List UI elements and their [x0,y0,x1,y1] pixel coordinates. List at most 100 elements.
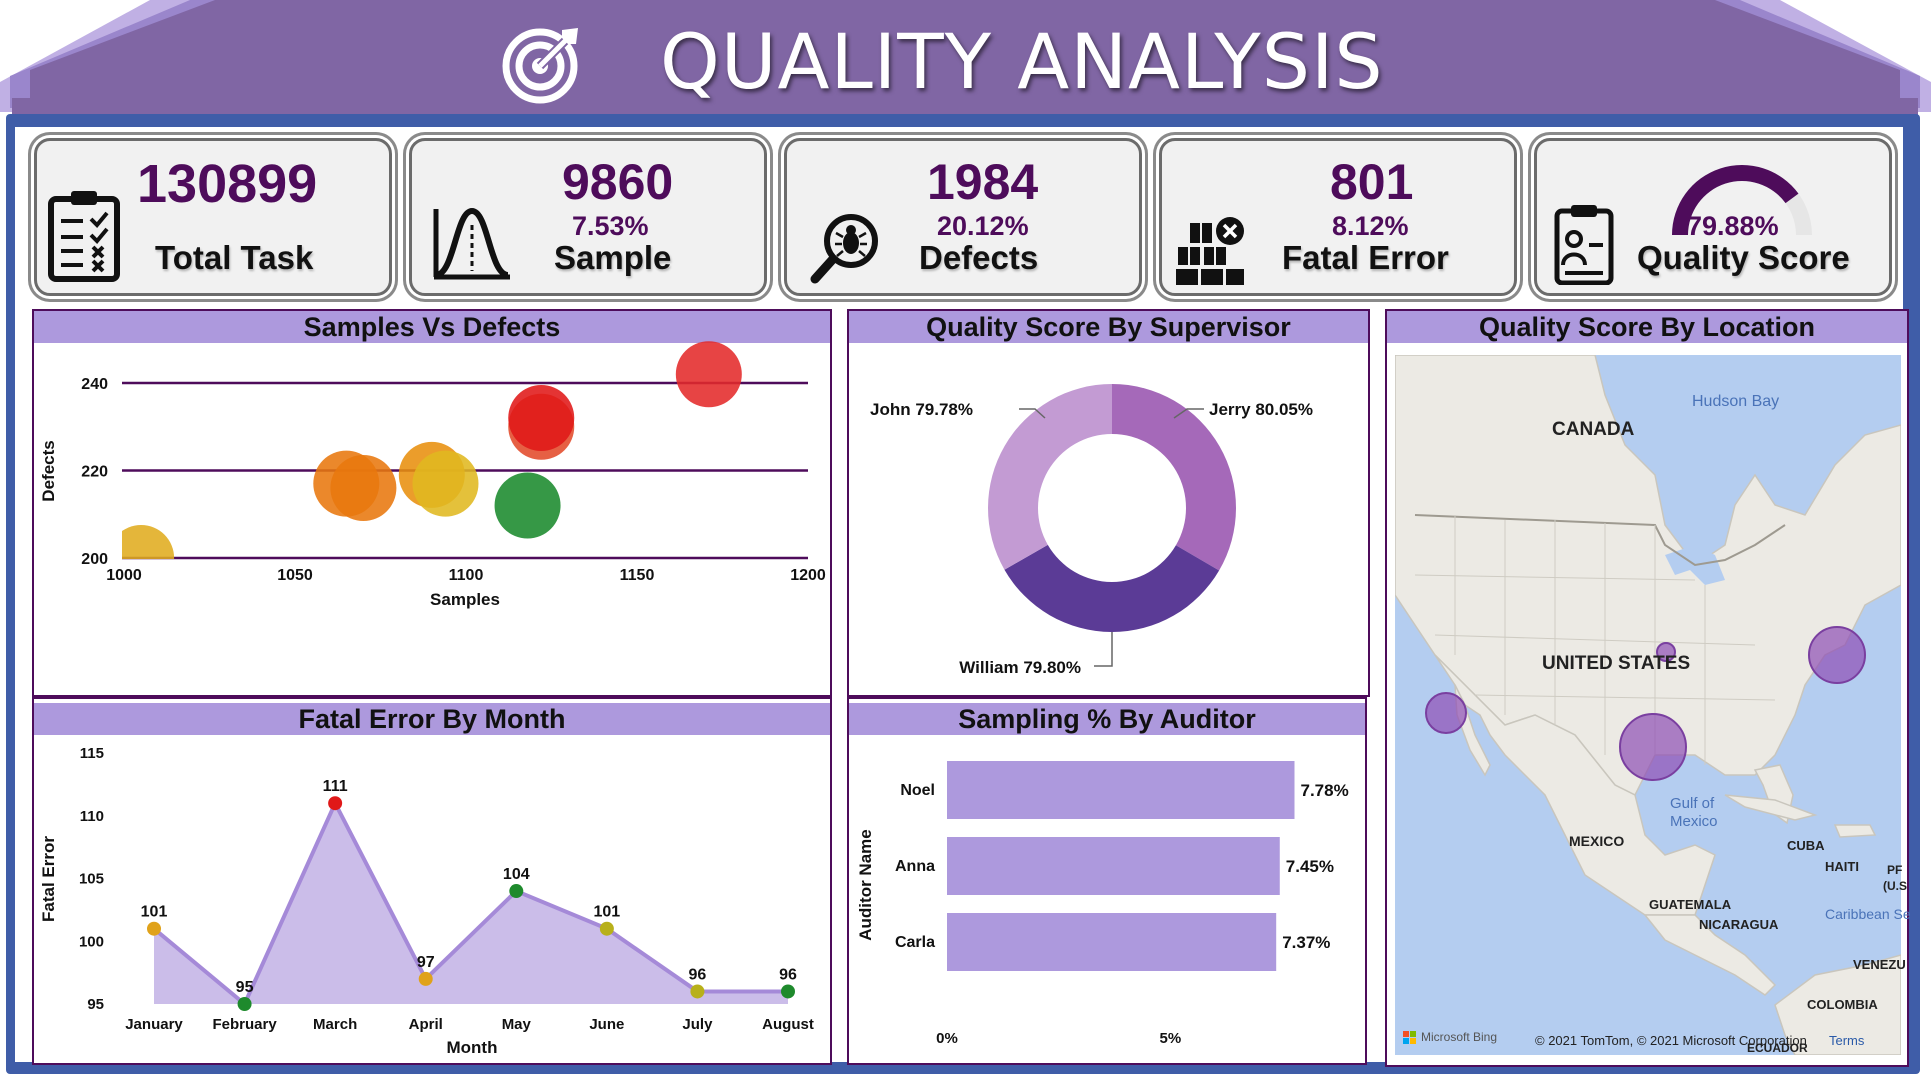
leader-line [1094,632,1113,667]
map-water-label: Gulf of [1670,795,1715,812]
bell-curve-icon [433,207,510,280]
x-tick-label: February [212,1016,277,1033]
north-america-map[interactable] [1395,355,1901,1055]
map-water-label: Mexico [1670,813,1718,830]
panel-quality-by-supervisor: Quality Score By Supervisor Jerry 80.05%… [847,309,1370,697]
scatter-point [675,341,742,408]
x-tick-label: January [125,1016,183,1033]
slice-label: John 79.78% [870,400,973,419]
bar [947,761,1295,819]
kpi-percent: 7.53% [572,211,649,241]
x-tick-label: July [682,1016,713,1033]
bar [947,837,1280,895]
data-point [690,984,705,999]
y-tick-label: 110 [80,808,104,825]
data-label: 96 [779,966,797,983]
kpi-label: Quality Score [1637,239,1850,276]
data-point [599,921,614,936]
bug-magnifier-icon [810,214,878,284]
x-tick-label: 1100 [449,567,484,584]
map-country-label: GUATEMALA [1649,897,1732,912]
kpi-value: 1984 [927,154,1039,210]
map-country-label: UNITED STATES [1542,653,1691,674]
x-tick-label: 1150 [620,567,655,584]
data-point [147,921,161,936]
kpi-percent: 79.88% [1687,211,1779,241]
panel-title: Fatal Error By Month [34,703,830,735]
panel-sampling-by-auditor: Sampling % By Auditor Noel 7.78% Anna 7.45%… [847,697,1367,1065]
x-tick-label: June [589,1016,624,1033]
kpi-percent: 8.12% [1332,211,1409,241]
x-axis-title: Samples [430,590,500,609]
donut-slice [1004,544,1220,632]
data-point [328,796,343,811]
x-tick-label: 0% [936,1030,958,1047]
y-tick-label: 115 [80,745,104,762]
kpi-card-fatal-error[interactable]: 801 8.12% Fatal Error [1159,138,1517,296]
kpi-card-defects[interactable]: 1984 20.12% Defects [784,138,1142,296]
y-axis-title: Defects [39,440,58,501]
fatal-error-area-chart: 95 100 105 110 115 101 January 95 February 111 Mar… [39,745,814,1057]
location-bubble-los-angeles[interactable] [1425,692,1467,734]
supervisor-donut-chart: Jerry 80.05% William 79.80% John 79.78% [870,384,1313,677]
y-tick-label: Noel [900,782,935,799]
kpi-card-sample[interactable]: 9860 7.53% Sample [409,138,767,296]
samples-vs-defects-chart: 200 220 240 1000 1050 1100 1150 1200 Samples Defe… [39,341,826,609]
location-bubble-new-york[interactable] [1808,626,1866,684]
map-country-label: PF [1887,863,1903,877]
x-tick-label: August [762,1016,814,1033]
map-country-label: HAITI [1825,859,1859,874]
data-point [237,997,252,1011]
data-label: 7.45% [1286,857,1334,876]
kpi-card-quality-score[interactable]: 79.88% Quality Score [1534,138,1892,296]
auditor-bar-chart: Noel 7.78% Anna 7.45% Carla 7.37% 0% 5% Auditor … [856,761,1349,1047]
data-point [418,971,433,986]
kpi-value: 801 [1330,154,1414,210]
x-tick-label: April [409,1016,443,1033]
location-bubble-houston[interactable] [1619,713,1687,781]
scatter-point [330,455,397,521]
x-tick-label: 5% [1159,1030,1181,1047]
slice-label: Jerry 80.05% [1209,400,1313,419]
data-label: 104 [503,866,530,883]
checklist-icon [48,191,120,282]
y-tick-label: 220 [81,464,108,481]
map-country-label: MEXICO [1569,833,1625,849]
map-brand: Microsoft Bing [1421,1030,1498,1044]
data-point [781,984,795,999]
location-bubble-chicago[interactable] [1656,642,1676,662]
clipboard-person-icon [1554,205,1614,285]
map-country-label: NICARAGUA [1699,917,1779,932]
leader-line [1173,408,1204,419]
data-label: 101 [594,904,621,921]
panel-fatal-error-by-month: Fatal Error By Month 95 100 105 110 115 101 Ja… [32,697,832,1065]
y-axis-title: Fatal Error [39,836,58,922]
scatter-point [412,450,479,517]
y-tick-label: 105 [79,871,104,888]
data-label: 97 [417,954,435,971]
scatter-points [122,341,742,559]
panel-title: Quality Score By Supervisor [849,311,1368,343]
data-label: 95 [236,979,254,996]
kpi-card-total-task[interactable]: 130899 Total Task [34,138,392,296]
scatter-point [494,472,561,539]
kpi-label: Fatal Error [1282,239,1449,276]
data-point [509,884,524,899]
y-tick-label: Carla [895,934,935,951]
target-icon [502,28,578,104]
slice-label: William 79.80% [959,658,1081,677]
quality-score-gauge [1672,164,1812,235]
data-label: 111 [323,778,348,795]
map-terms-link[interactable]: Terms [1829,1033,1865,1048]
data-label: 101 [141,904,168,921]
scatter-point [508,385,575,451]
map-country-label: VENEZU [1853,957,1906,972]
panel-title: Samples Vs Defects [34,311,830,343]
map-country-label: ECUADOR [1747,1041,1808,1055]
panel-title: Quality Score By Location [1387,311,1907,343]
kpi-label: Sample [554,239,672,276]
data-label: 96 [689,966,707,983]
x-axis-title: Month [447,1038,498,1057]
panel-samples-vs-defects: Samples Vs Defects 200 220 240 1000 1050 1100… [32,309,832,697]
map-country-label: COLOMBIA [1807,997,1878,1012]
